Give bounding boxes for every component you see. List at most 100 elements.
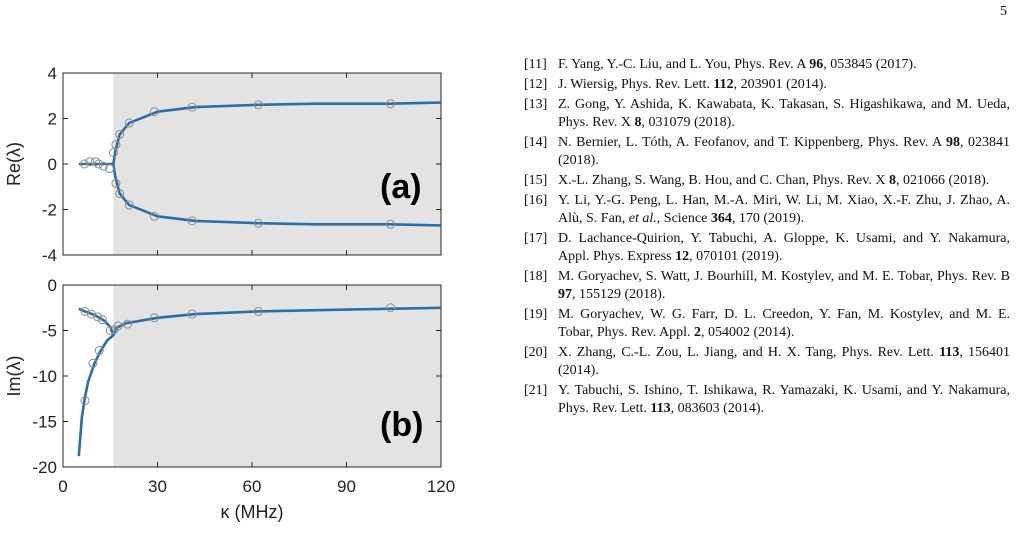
reference-item: [16] Y. Li, Y.-G. Peng, L. Han, M.-A. Mir… xyxy=(524,192,1010,228)
panel-b-label: (b) xyxy=(380,406,423,444)
data-point xyxy=(386,303,396,313)
reference-item: [17] D. Lachance-Quirion, Y. Tabuchi, A. … xyxy=(524,230,1010,266)
y-tick-label: 4 xyxy=(48,64,57,83)
panel-b-markers xyxy=(80,303,396,406)
reference-item: [13] Z. Gong, Y. Ashida, K. Kawabata, K. … xyxy=(524,96,1010,132)
reference-number: [21] xyxy=(524,383,548,398)
data-point xyxy=(187,216,197,226)
data-point xyxy=(111,178,121,188)
y-tick-label: -2 xyxy=(42,201,57,220)
data-point xyxy=(386,99,396,109)
data-point xyxy=(88,358,98,368)
data-point xyxy=(80,306,90,316)
data-point xyxy=(149,211,159,221)
panel-a-ylabel: Re(λ) xyxy=(4,142,24,186)
data-point xyxy=(115,189,125,199)
page-number: 5 xyxy=(1000,4,1007,19)
y-tick-label: -20 xyxy=(32,458,57,477)
reference-text: M. Goryachev, S. Watt, J. Bourhill, M. K… xyxy=(558,269,1010,302)
reference-number: [13] xyxy=(524,97,548,112)
data-point xyxy=(253,306,263,316)
x-tick-label: 120 xyxy=(427,477,455,496)
reference-item: [18] M. Goryachev, S. Watt, J. Bourhill, … xyxy=(524,268,1010,304)
reference-item: [14] N. Bernier, L. Tóth, A. Feofanov, an… xyxy=(524,134,1010,170)
reference-text: Z. Gong, Y. Ashida, K. Kawabata, K. Taka… xyxy=(558,97,1010,130)
data-point xyxy=(149,107,159,117)
y-tick-label: 0 xyxy=(48,276,57,295)
reference-text: X. Zhang, C.-L. Zou, L. Jiang, and H. X.… xyxy=(558,345,1010,378)
data-point xyxy=(97,315,107,325)
data-point xyxy=(108,148,118,158)
data-point xyxy=(79,159,89,169)
reference-text: M. Goryachev, W. G. Farr, D. L. Creedon,… xyxy=(558,307,1010,340)
x-axis-label: κ (MHz) xyxy=(221,502,284,522)
data-point xyxy=(123,319,133,329)
x-tick-label: 0 xyxy=(58,477,67,496)
reference-number: [11] xyxy=(524,57,547,72)
series-line xyxy=(78,306,442,337)
panel-b-ylabel: Im(λ) xyxy=(4,356,24,397)
data-point xyxy=(86,309,96,319)
reference-item: [20] X. Zhang, C.-L. Zou, L. Jiang, and H… xyxy=(524,344,1010,380)
x-tick-label: 30 xyxy=(148,477,167,496)
reference-text: D. Lachance-Quirion, Y. Tabuchi, A. Glop… xyxy=(558,231,1010,264)
reference-item: [21] Y. Tabuchi, S. Ishino, T. Ishikawa, … xyxy=(524,382,1010,418)
reference-number: [12] xyxy=(524,77,548,92)
reference-text: F. Yang, Y.-C. Liu, and L. You, Phys. Re… xyxy=(558,57,917,72)
x-tick-label: 60 xyxy=(243,477,262,496)
data-point xyxy=(98,161,108,171)
y-tick-label: 2 xyxy=(48,110,57,129)
reference-item: [15] X.-L. Zhang, S. Wang, B. Hou, and C.… xyxy=(524,172,1010,190)
reference-text: X.-L. Zhang, S. Wang, B. Hou, and C. Cha… xyxy=(558,173,990,188)
y-tick-label: -10 xyxy=(32,367,57,386)
data-point xyxy=(113,321,123,331)
reference-text: J. Wiersig, Phys. Rev. Lett. 112, 203901… xyxy=(558,77,827,92)
data-point xyxy=(386,219,396,229)
data-point xyxy=(124,200,134,210)
reference-text: Y. Li, Y.-G. Peng, L. Han, M.-A. Miri, W… xyxy=(558,193,1010,226)
data-point xyxy=(115,129,125,139)
data-point xyxy=(93,312,103,322)
data-point xyxy=(94,346,104,356)
data-point xyxy=(85,157,95,167)
panel-b-ticks: 0 -5 -10 -15 -20 xyxy=(32,276,442,477)
reference-number: [18] xyxy=(524,269,548,284)
data-point xyxy=(187,309,197,319)
panel-a-label: (a) xyxy=(380,168,422,206)
y-tick-label: -4 xyxy=(42,246,57,265)
reference-item: [19] M. Goryachev, W. G. Farr, D. L. Cree… xyxy=(524,306,1010,342)
data-point xyxy=(253,218,263,228)
panel-b-curves xyxy=(77,306,442,457)
x-axis-ticks: 0 30 60 90 120 xyxy=(58,477,455,496)
panel-a-ticks: 4 2 0 -2 -4 xyxy=(42,64,442,265)
reference-list: [11] F. Yang, Y.-C. Liu, and L. You, Phys… xyxy=(524,56,1010,420)
data-point xyxy=(253,100,263,110)
figure: 4 2 0 -2 -4 (a) Re(λ) 0 -5 -10 -15 -20 (b) Im(λ)… xyxy=(4,64,455,522)
reference-number: [16] xyxy=(524,193,548,208)
x-tick-label: 90 xyxy=(337,477,356,496)
data-point xyxy=(149,313,159,323)
panel-a-markers xyxy=(79,99,396,229)
reference-text: N. Bernier, L. Tóth, A. Feofanov, and T.… xyxy=(558,135,1011,168)
data-point xyxy=(111,140,121,150)
panel-a: 4 2 0 -2 -4 (a) Re(λ) xyxy=(4,64,442,265)
reference-text: Y. Tabuchi, S. Ishino, T. Ishikawa, R. Y… xyxy=(558,383,1010,416)
reference-number: [20] xyxy=(524,345,548,360)
y-tick-label: -5 xyxy=(42,322,57,341)
series-line xyxy=(77,334,115,457)
y-tick-label: -15 xyxy=(32,413,57,432)
reference-number: [17] xyxy=(524,231,548,246)
panel-b: 0 -5 -10 -15 -20 (b) Im(λ) xyxy=(4,276,442,477)
reference-number: [19] xyxy=(524,307,548,322)
reference-number: [14] xyxy=(524,135,548,150)
reference-item: [11] F. Yang, Y.-C. Liu, and L. You, Phys… xyxy=(524,56,1010,74)
data-point xyxy=(90,157,100,167)
series-line xyxy=(112,163,442,227)
data-point xyxy=(124,118,134,128)
data-point xyxy=(105,326,115,335)
y-tick-label: 0 xyxy=(48,155,57,174)
data-point xyxy=(105,164,115,174)
reference-number: [15] xyxy=(524,173,548,188)
reference-item: [12] J. Wiersig, Phys. Rev. Lett. 112, 20… xyxy=(524,76,1010,94)
data-point xyxy=(94,159,104,169)
